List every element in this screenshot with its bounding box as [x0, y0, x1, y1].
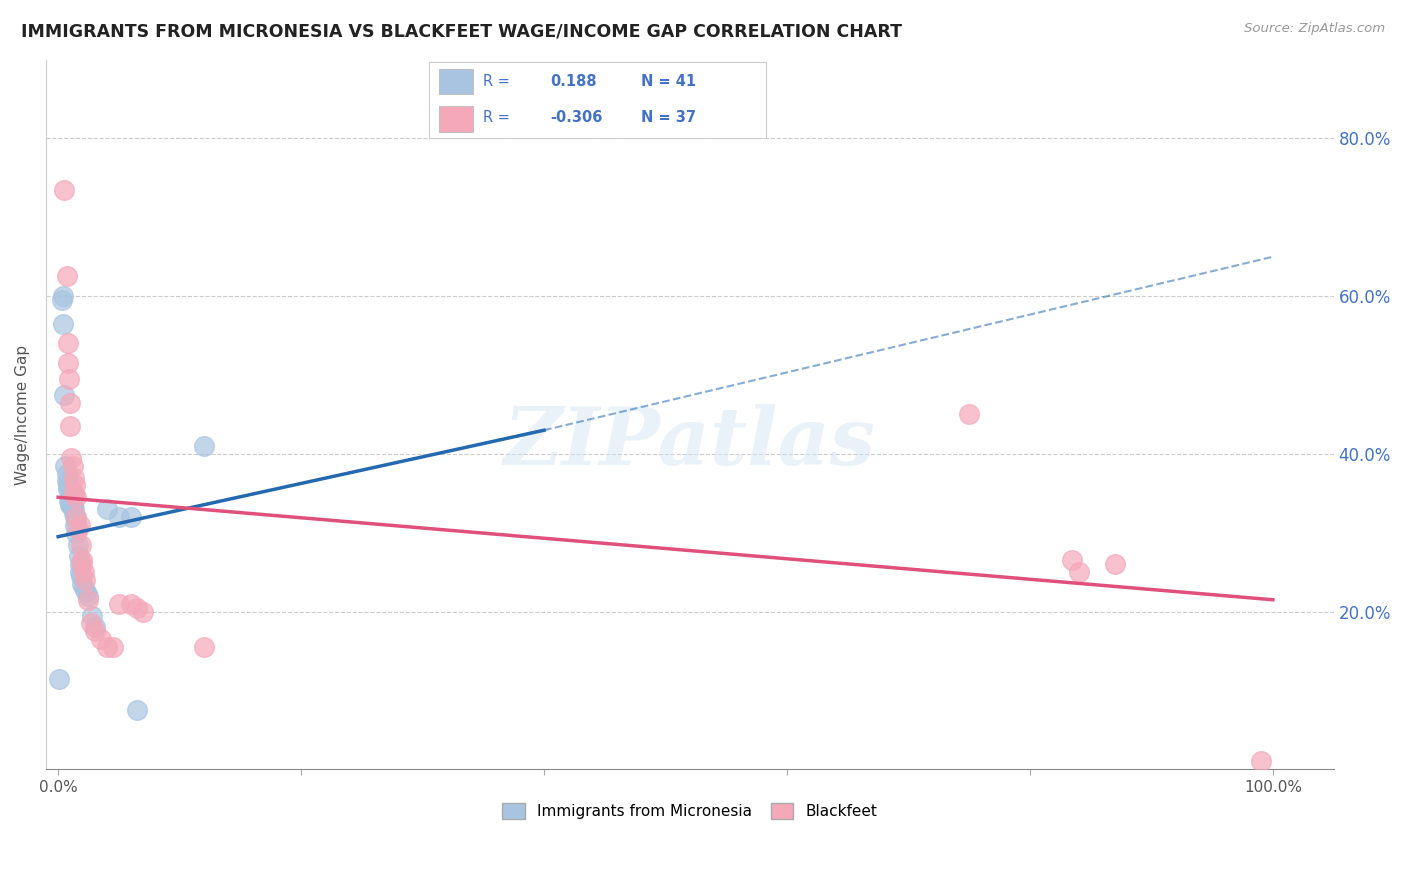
Point: [1250, 755, 1272, 769]
Point: [132, 605, 155, 619]
Point: [62, 486, 84, 500]
Point: [58, 478, 80, 492]
Point: [59, 490, 82, 504]
FancyBboxPatch shape: [439, 69, 472, 95]
Point: [66, 522, 89, 536]
Point: [69, 517, 91, 532]
Point: [60, 494, 83, 508]
Point: [125, 600, 148, 615]
Point: [108, 510, 131, 524]
Point: [90, 632, 112, 647]
Point: [80, 616, 103, 631]
Point: [55, 467, 77, 481]
Point: [1062, 553, 1084, 567]
Point: [1067, 565, 1090, 579]
Point: [125, 703, 148, 717]
Point: [193, 439, 215, 453]
Point: [65, 510, 87, 524]
Point: [82, 608, 104, 623]
Point: [957, 408, 980, 422]
Point: [70, 537, 93, 551]
FancyBboxPatch shape: [439, 106, 472, 132]
Point: [51, 293, 73, 307]
Point: [72, 553, 94, 567]
Point: [56, 483, 79, 497]
Point: [83, 624, 105, 639]
Point: [55, 475, 77, 489]
Point: [69, 565, 91, 579]
Text: 0.188: 0.188: [550, 74, 598, 89]
Point: [63, 470, 86, 484]
Point: [108, 597, 131, 611]
Point: [77, 592, 100, 607]
Text: N = 41: N = 41: [641, 74, 696, 89]
Point: [63, 478, 86, 492]
Point: [60, 498, 83, 512]
Point: [62, 498, 84, 512]
Text: R =: R =: [482, 110, 510, 125]
Point: [63, 502, 86, 516]
Point: [59, 498, 82, 512]
Point: [53, 183, 76, 197]
Point: [72, 581, 94, 595]
Point: [70, 569, 93, 583]
Text: N = 37: N = 37: [641, 110, 696, 125]
Legend: Immigrants from Micronesia, Blackfeet: Immigrants from Micronesia, Blackfeet: [496, 797, 883, 825]
Point: [52, 317, 75, 331]
Point: [66, 537, 89, 551]
Point: [62, 458, 84, 473]
Point: [53, 388, 76, 402]
Point: [63, 510, 86, 524]
Point: [67, 549, 90, 564]
Point: [73, 573, 96, 587]
Point: [65, 490, 87, 504]
Text: Source: ZipAtlas.com: Source: ZipAtlas.com: [1244, 22, 1385, 36]
Point: [65, 525, 87, 540]
Point: [96, 502, 118, 516]
Point: [75, 585, 97, 599]
Point: [120, 510, 142, 524]
Point: [52, 289, 75, 303]
Point: [1104, 558, 1126, 572]
Point: [120, 597, 142, 611]
Y-axis label: Wage/Income Gap: Wage/Income Gap: [15, 344, 30, 484]
Text: R =: R =: [482, 74, 510, 89]
Point: [69, 558, 91, 572]
Point: [72, 558, 94, 572]
Point: [65, 514, 87, 528]
Point: [56, 336, 79, 351]
Text: ZIPatlas: ZIPatlas: [503, 404, 876, 482]
Point: [60, 450, 83, 465]
Point: [83, 620, 105, 634]
Point: [59, 395, 82, 409]
Point: [56, 356, 79, 370]
Point: [55, 269, 77, 284]
Point: [55, 458, 77, 473]
Point: [63, 506, 86, 520]
Point: [72, 565, 94, 579]
Point: [193, 640, 215, 654]
Point: [77, 589, 100, 603]
Point: [101, 640, 124, 654]
Point: [63, 517, 86, 532]
Point: [48, 672, 70, 686]
Text: IMMIGRANTS FROM MICRONESIA VS BLACKFEET WAGE/INCOME GAP CORRELATION CHART: IMMIGRANTS FROM MICRONESIA VS BLACKFEET …: [21, 22, 903, 40]
Point: [58, 372, 80, 386]
Point: [60, 490, 83, 504]
Point: [56, 478, 79, 492]
Point: [58, 494, 80, 508]
Point: [96, 640, 118, 654]
Point: [63, 486, 86, 500]
Point: [59, 419, 82, 434]
Text: -0.306: -0.306: [550, 110, 603, 125]
Point: [72, 577, 94, 591]
